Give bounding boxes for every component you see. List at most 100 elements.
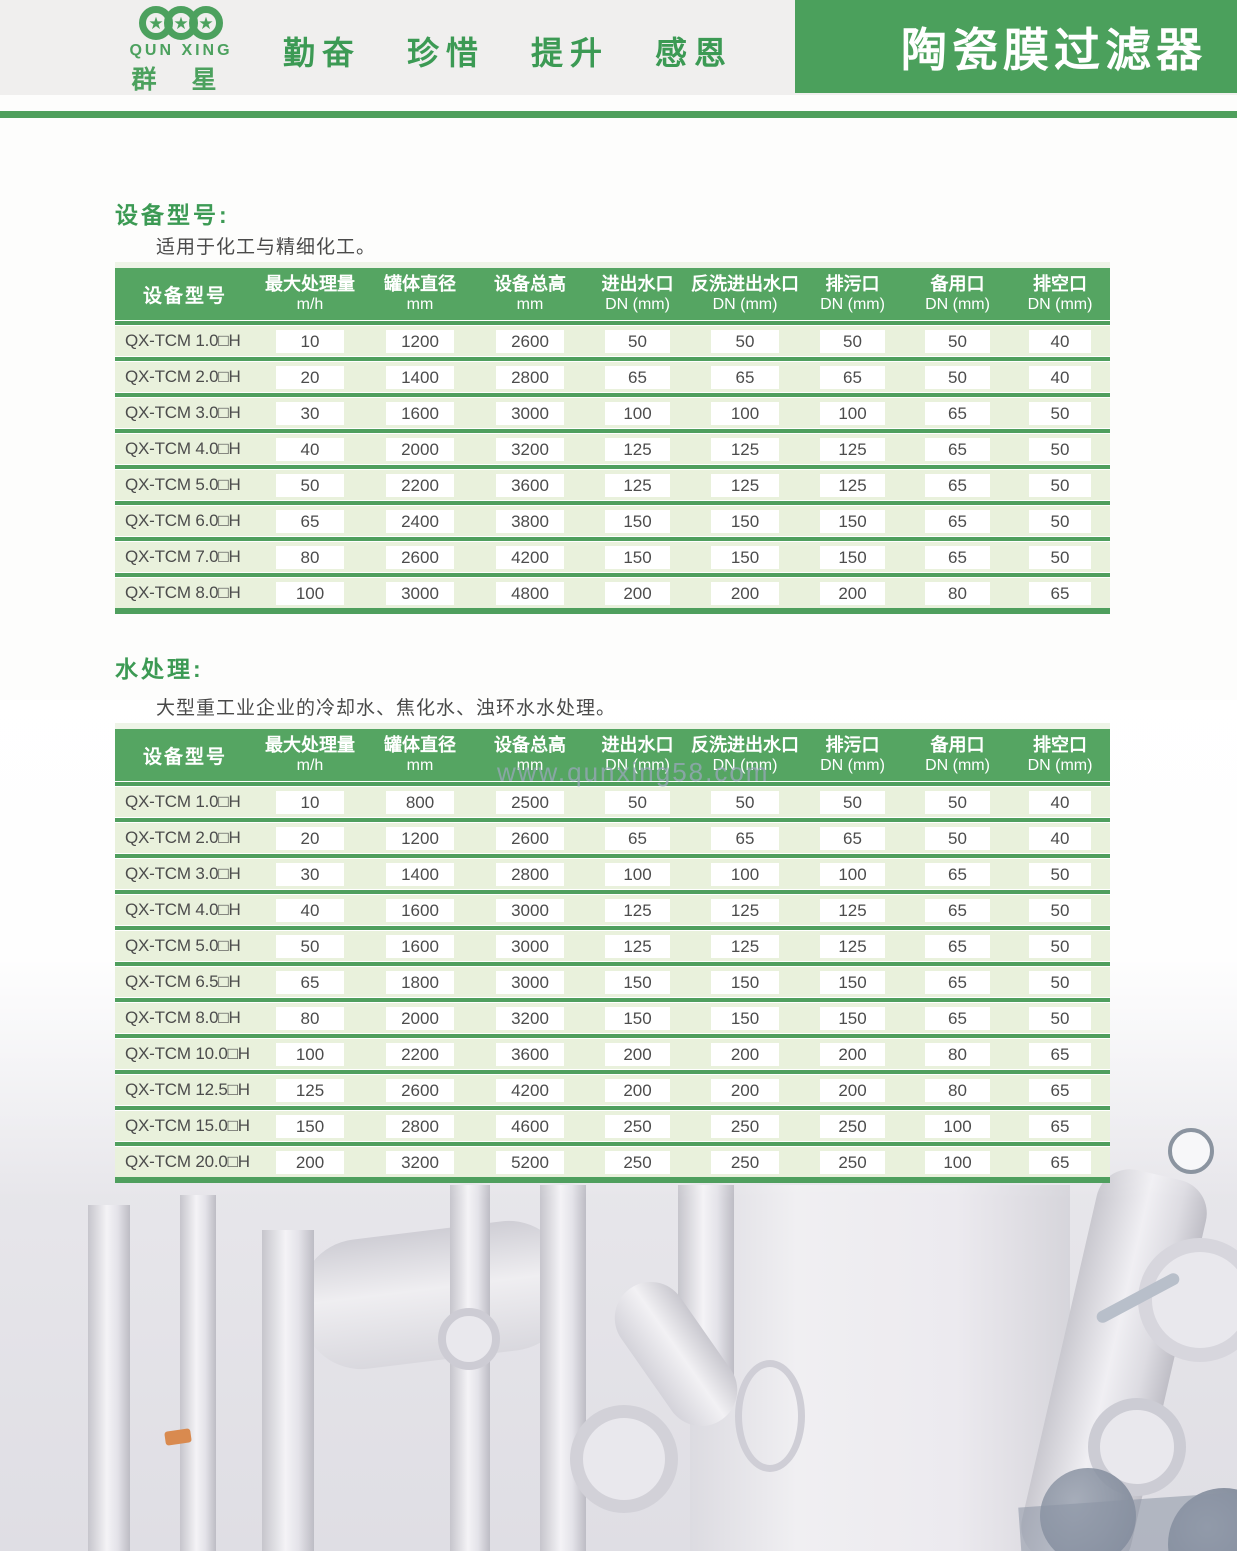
table-row: QX-TCM 8.0□H 80 2000 3200 150 150 150 65 50 <box>115 1003 1110 1033</box>
header-cell: 进出水口 DN (mm) <box>585 734 690 777</box>
star-icon: ★ <box>198 13 214 33</box>
header-cell: 反洗进出水口 DN (mm) <box>690 273 800 316</box>
value-box: 40 <box>1029 365 1091 389</box>
model-cell: QX-TCM 8.0□H <box>125 1008 241 1027</box>
value-box: 1200 <box>385 826 455 850</box>
value-cell: 100 <box>255 1042 365 1066</box>
value-cell: 100 <box>585 401 690 425</box>
value-cell: 150 <box>800 545 905 569</box>
value-box: 2500 <box>495 790 565 814</box>
value-box: 80 <box>924 1078 991 1102</box>
value-cell: 3200 <box>475 437 585 461</box>
value-box: 30 <box>275 862 345 886</box>
value-cell: 1400 <box>365 365 475 389</box>
model-cell: QX-TCM 8.0□H <box>125 583 241 602</box>
value-box: 65 <box>710 365 780 389</box>
value-cell: 50 <box>1010 473 1110 497</box>
table-row: QX-TCM 7.0□H 80 2600 4200 150 150 150 65 50 <box>115 542 1110 572</box>
value-cell: 65 <box>1010 1078 1110 1102</box>
table-row: QX-TCM 15.0□H 150 2800 4600 250 250 250 100 65 <box>115 1111 1110 1141</box>
equipment-model-table: 设备型号 最大处理量 m/h 罐体直径 mm 设备总高 mm 进出水口 DN (mm) 反洗进出水… <box>115 262 1110 614</box>
header-cell-unit: DN (mm) <box>605 296 670 314</box>
star-icon: ★ <box>173 13 189 33</box>
value-box: 50 <box>710 329 780 353</box>
value-cell: 50 <box>800 790 905 814</box>
value-box: 1600 <box>385 401 455 425</box>
star-icon: ★ <box>148 13 164 33</box>
value-box: 2200 <box>385 473 455 497</box>
value-box: 250 <box>604 1150 671 1174</box>
row-separator <box>115 1069 1110 1075</box>
header-cell: 最大处理量 m/h <box>255 273 365 316</box>
value-cell: 4200 <box>475 1078 585 1102</box>
value-box: 3000 <box>495 401 565 425</box>
title-banner: 陶瓷膜过滤器 <box>795 0 1237 93</box>
value-box: 50 <box>924 790 991 814</box>
value-box: 150 <box>819 1006 886 1030</box>
value-cell: 150 <box>585 545 690 569</box>
value-cell: 5200 <box>475 1150 585 1174</box>
value-box: 3000 <box>495 898 565 922</box>
value-cell: 100 <box>690 401 800 425</box>
table-row: QX-TCM 2.0□H 20 1400 2800 65 65 65 50 40 <box>115 362 1110 392</box>
photo-pressure-gauge <box>1168 1128 1214 1174</box>
value-box: 2800 <box>385 1114 455 1138</box>
header-cell-unit: mm <box>406 296 434 314</box>
value-cell: 80 <box>905 581 1010 605</box>
value-box: 65 <box>1029 581 1091 605</box>
header-cell: 反洗进出水口 DN (mm) <box>690 734 800 777</box>
value-box: 150 <box>604 1006 671 1030</box>
value-cell: 200 <box>585 1078 690 1102</box>
value-cell: 80 <box>905 1078 1010 1102</box>
slogan-word: 感恩 <box>655 35 734 71</box>
value-cell: 200 <box>690 1042 800 1066</box>
value-cell: 80 <box>905 1042 1010 1066</box>
value-cell: 1200 <box>365 826 475 850</box>
value-cell: 200 <box>800 1042 905 1066</box>
model-cell: QX-TCM 2.0□H <box>125 367 241 386</box>
logo-text-cn: 群 星 <box>131 66 231 94</box>
value-cell: 50 <box>585 329 690 353</box>
table-row: QX-TCM 2.0□H 20 1200 2600 65 65 65 50 40 <box>115 823 1110 853</box>
header-cell-model: 设备型号 <box>142 285 227 307</box>
value-box: 150 <box>710 509 780 533</box>
header-cell-name: 备用口 <box>930 273 985 294</box>
value-cell: 100 <box>690 862 800 886</box>
header-cell: 罐体直径 mm <box>365 734 475 777</box>
value-cell: 250 <box>585 1150 690 1174</box>
value-cell: 4600 <box>475 1114 585 1138</box>
value-cell: 200 <box>690 581 800 605</box>
value-box: 150 <box>819 970 886 994</box>
logo-rings-icon: ★ ★ ★ <box>96 6 266 40</box>
value-cell: 250 <box>585 1114 690 1138</box>
table-row: QX-TCM 12.5□H 125 2600 4200 200 200 200 80 65 <box>115 1075 1110 1105</box>
value-cell: 1200 <box>365 329 475 353</box>
table-row: QX-TCM 1.0□H 10 800 2500 50 50 50 50 40 <box>115 787 1110 817</box>
value-box: 65 <box>275 970 345 994</box>
value-box: 3600 <box>495 473 565 497</box>
page-title: 陶瓷膜过滤器 <box>901 23 1207 76</box>
value-cell: 200 <box>800 581 905 605</box>
value-box: 65 <box>924 970 991 994</box>
value-box: 125 <box>710 934 780 958</box>
value-cell: 50 <box>1010 509 1110 533</box>
table-row: QX-TCM 5.0□H 50 2200 3600 125 125 125 65 50 <box>115 470 1110 500</box>
value-box: 3200 <box>495 437 565 461</box>
photo-pipe <box>88 1205 130 1551</box>
value-box: 100 <box>710 862 780 886</box>
value-cell: 50 <box>1010 437 1110 461</box>
table-header-row: 设备型号 最大处理量 m/h 罐体直径 mm 设备总高 mm 进出水口 DN (mm) 反洗进出水… <box>115 268 1110 320</box>
value-box: 100 <box>275 1042 345 1066</box>
value-cell: 3600 <box>475 1042 585 1066</box>
table-row: QX-TCM 3.0□H 30 1600 3000 100 100 100 65 50 <box>115 398 1110 428</box>
row-separator <box>115 1141 1110 1147</box>
row-separator <box>115 853 1110 859</box>
value-cell: 100 <box>585 862 690 886</box>
value-box: 65 <box>604 365 671 389</box>
value-box: 40 <box>1029 790 1091 814</box>
value-box: 100 <box>819 401 886 425</box>
value-cell: 125 <box>690 473 800 497</box>
value-cell: 65 <box>905 401 1010 425</box>
value-cell: 40 <box>255 437 365 461</box>
value-box: 3600 <box>495 1042 565 1066</box>
